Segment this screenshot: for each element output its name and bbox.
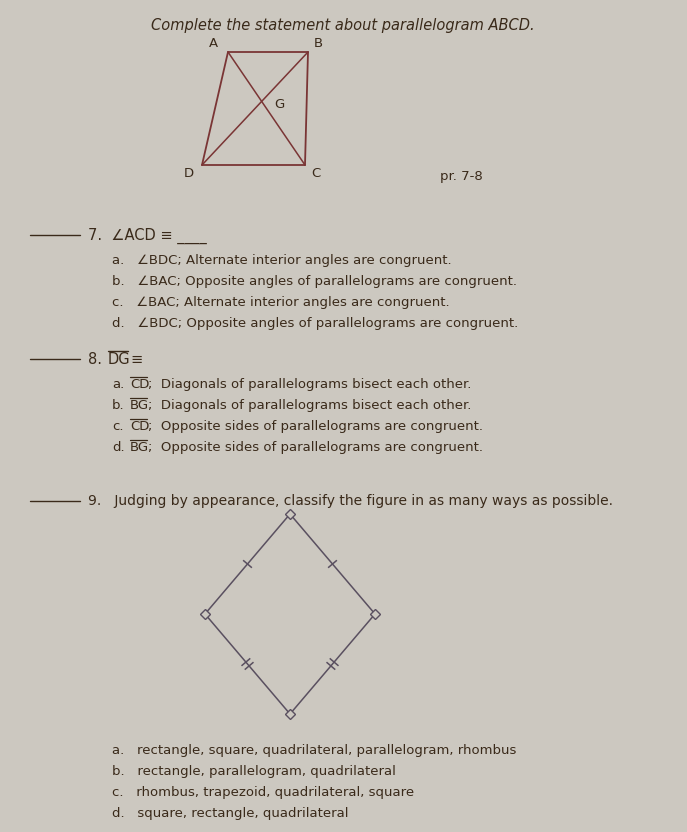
Text: a.   rectangle, square, quadrilateral, parallelogram, rhombus: a. rectangle, square, quadrilateral, par…	[112, 744, 517, 757]
Text: 9.   Judging by appearance, classify the figure in as many ways as possible.: 9. Judging by appearance, classify the f…	[88, 494, 613, 508]
Text: c.   rhombus, trapezoid, quadrilateral, square: c. rhombus, trapezoid, quadrilateral, sq…	[112, 786, 414, 799]
Text: b.: b.	[112, 399, 124, 412]
Text: B: B	[314, 37, 323, 50]
Text: a.   ∠BDC; Alternate interior angles are congruent.: a. ∠BDC; Alternate interior angles are c…	[112, 254, 451, 267]
Text: ;  Diagonals of parallelograms bisect each other.: ; Diagonals of parallelograms bisect eac…	[148, 378, 471, 391]
Text: c.   ∠BAC; Alternate interior angles are congruent.: c. ∠BAC; Alternate interior angles are c…	[112, 296, 449, 309]
Text: c.: c.	[112, 420, 124, 433]
Text: ;  Opposite sides of parallelograms are congruent.: ; Opposite sides of parallelograms are c…	[148, 441, 483, 454]
Text: d.   square, rectangle, quadrilateral: d. square, rectangle, quadrilateral	[112, 807, 348, 820]
Text: G: G	[275, 98, 284, 111]
Text: D: D	[184, 167, 194, 180]
Text: BG: BG	[130, 399, 149, 412]
Text: d.   ∠BDC; Opposite angles of parallelograms are congruent.: d. ∠BDC; Opposite angles of parallelogra…	[112, 317, 518, 330]
Text: a.: a.	[112, 378, 124, 391]
Text: b.   ∠BAC; Opposite angles of parallelograms are congruent.: b. ∠BAC; Opposite angles of parallelogra…	[112, 275, 517, 288]
Text: ≡: ≡	[130, 352, 142, 367]
Text: C: C	[311, 167, 320, 180]
Text: 8.: 8.	[88, 352, 102, 367]
Text: Complete the statement about parallelogram ABCD.: Complete the statement about parallelogr…	[151, 18, 534, 33]
Text: 7.  ∠ACD ≡ ____: 7. ∠ACD ≡ ____	[88, 228, 207, 245]
Text: ;  Diagonals of parallelograms bisect each other.: ; Diagonals of parallelograms bisect eac…	[148, 399, 471, 412]
Text: A: A	[209, 37, 218, 50]
Text: BG: BG	[130, 441, 149, 454]
Text: pr. 7-8: pr. 7-8	[440, 170, 483, 183]
Text: ;  Opposite sides of parallelograms are congruent.: ; Opposite sides of parallelograms are c…	[148, 420, 483, 433]
Text: d.: d.	[112, 441, 124, 454]
Text: b.   rectangle, parallelogram, quadrilateral: b. rectangle, parallelogram, quadrilater…	[112, 765, 396, 778]
Text: DG: DG	[108, 352, 131, 367]
Text: CD: CD	[130, 378, 149, 391]
Text: CD: CD	[130, 420, 149, 433]
